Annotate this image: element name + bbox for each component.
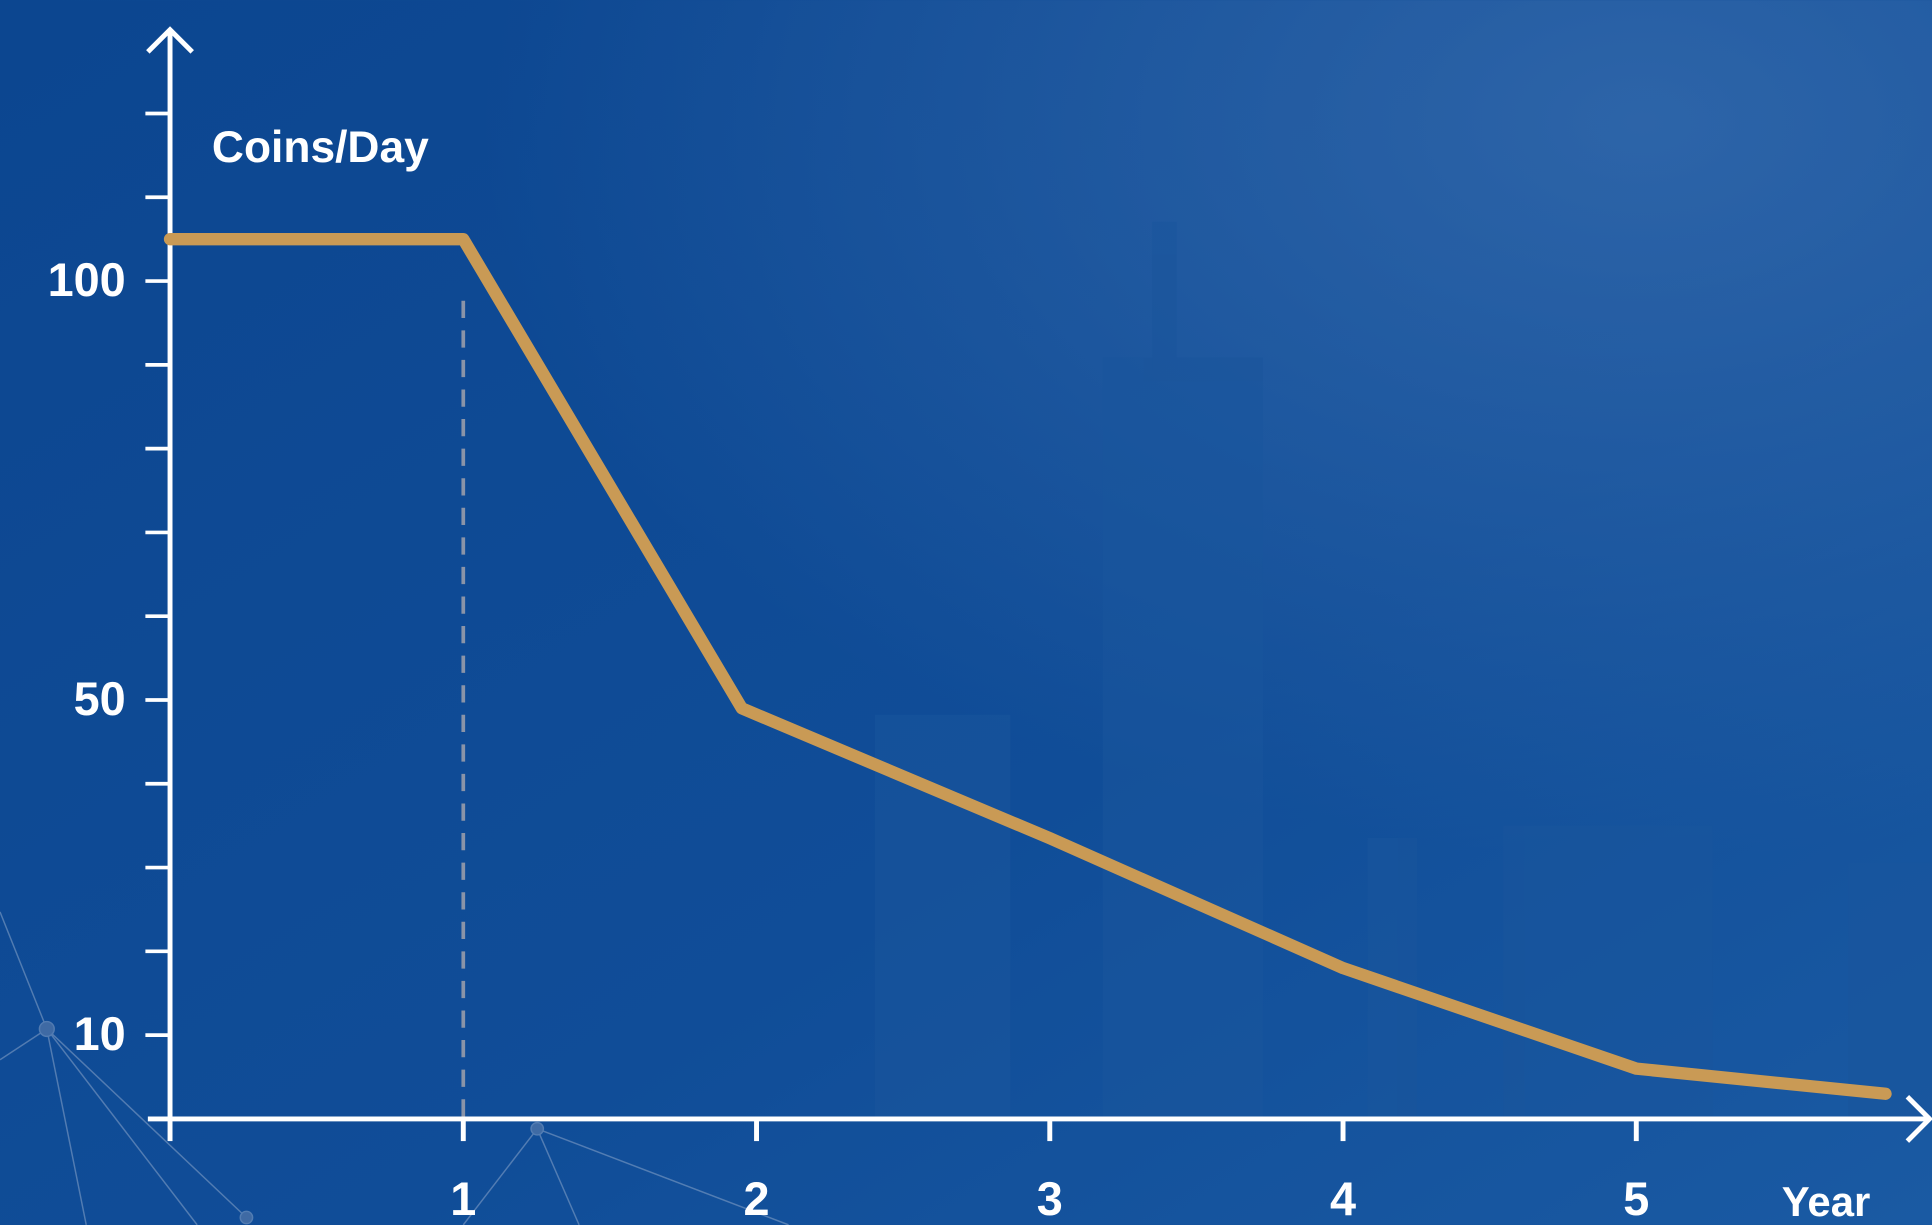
y-tick-label: 100: [48, 254, 126, 306]
x-tick-label: 2: [744, 1173, 770, 1225]
x-tick-label: 5: [1623, 1173, 1649, 1225]
x-axis-label: Year: [1782, 1178, 1871, 1225]
y-axis-label: Coins/Day: [212, 123, 429, 172]
axes: [146, 26, 1932, 1143]
series-line: [163, 233, 1892, 1100]
y-tick-label: 10: [74, 1008, 126, 1060]
x-axis-arrow: [1905, 1094, 1932, 1143]
x-tick-label: 4: [1330, 1173, 1356, 1225]
y-tick-label: 50: [74, 673, 126, 725]
x-tick-label: 3: [1037, 1173, 1063, 1225]
y-axis-arrow: [146, 26, 194, 54]
network-decoration: [0, 911, 789, 1225]
city-silhouette: [874, 221, 1932, 1122]
x-tick-label: 1: [450, 1173, 476, 1225]
